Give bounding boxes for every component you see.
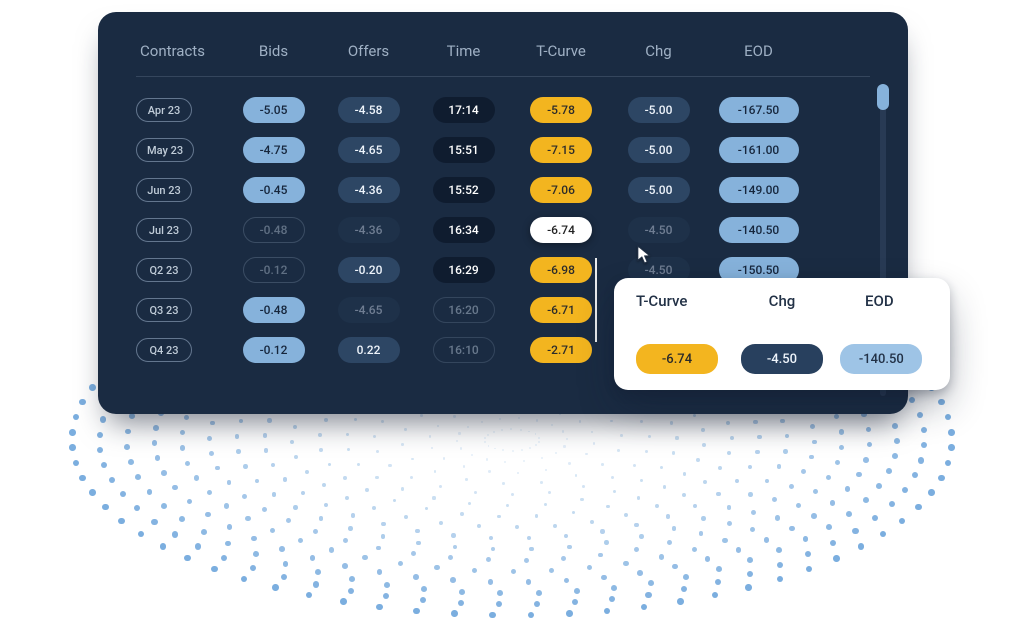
popup-value-chg: -4.50 — [741, 344, 823, 374]
popup-label-chg: Chg — [733, 292, 830, 310]
tcurve-pill[interactable]: -7.06 — [530, 177, 592, 203]
popup-value-tcurve: -6.74 — [636, 344, 718, 374]
eod-pill[interactable]: -140.50 — [719, 217, 799, 243]
col-contracts: Contracts — [136, 42, 226, 60]
table-row: Jun 23 -0.45 -4.36 15:52 -7.06 -5.00 -149.00 — [136, 177, 870, 203]
col-offers: Offers — [321, 42, 416, 60]
popup-label-tcurve: T-Curve — [636, 292, 733, 310]
chg-pill[interactable]: -5.00 — [628, 97, 690, 123]
time-pill: 15:51 — [433, 137, 495, 163]
contract-pill[interactable]: Jun 23 — [136, 178, 192, 202]
chg-pill[interactable]: -4.50 — [628, 217, 690, 243]
col-eod: EOD — [706, 42, 811, 60]
chg-pill[interactable]: -5.00 — [628, 177, 690, 203]
bid-pill[interactable]: -4.75 — [243, 137, 305, 163]
time-pill: 16:29 — [433, 257, 495, 283]
col-chg: Chg — [611, 42, 706, 60]
table-row: Jul 23 -0.48 -4.36 16:34 -6.74 -4.50 -140.50 — [136, 217, 870, 243]
eod-pill[interactable]: -149.00 — [719, 177, 799, 203]
time-pill: 15:52 — [433, 177, 495, 203]
bid-pill[interactable]: -0.12 — [243, 337, 305, 363]
popup-label-eod: EOD — [831, 292, 928, 310]
tcurve-pill[interactable]: -7.15 — [530, 137, 592, 163]
offer-pill[interactable]: -0.20 — [338, 257, 400, 283]
contract-pill[interactable]: Q4 23 — [136, 338, 192, 362]
time-pill: 16:10 — [433, 337, 495, 363]
offer-pill[interactable]: 0.22 — [338, 337, 400, 363]
table-row: May 23 -4.75 -4.65 15:51 -7.15 -5.00 -161.00 — [136, 137, 870, 163]
col-tcurve: T-Curve — [511, 42, 611, 60]
col-time: Time — [416, 42, 511, 60]
time-pill: 16:34 — [433, 217, 495, 243]
scrollbar-thumb[interactable] — [877, 84, 889, 110]
offer-pill[interactable]: -4.58 — [338, 97, 400, 123]
contract-pill[interactable]: Jul 23 — [136, 218, 192, 242]
table-row: Apr 23 -5.05 -4.58 17:14 -5.78 -5.00 -167.50 — [136, 97, 870, 123]
time-pill: 16:20 — [433, 297, 495, 323]
bid-pill[interactable]: -5.05 — [243, 97, 305, 123]
eod-pill[interactable]: -167.50 — [719, 97, 799, 123]
bid-pill[interactable]: -0.48 — [243, 297, 305, 323]
chg-pill[interactable]: -5.00 — [628, 137, 690, 163]
tcurve-pill[interactable]: -2.71 — [530, 337, 592, 363]
contract-pill[interactable]: Q2 23 — [136, 258, 192, 282]
hover-guideline — [595, 258, 597, 342]
contract-pill[interactable]: Apr 23 — [136, 98, 192, 122]
eod-pill[interactable]: -161.00 — [719, 137, 799, 163]
bid-pill[interactable]: -0.12 — [243, 257, 305, 283]
tcurve-pill[interactable]: -6.74 — [530, 217, 592, 243]
col-bids: Bids — [226, 42, 321, 60]
contract-pill[interactable]: May 23 — [136, 138, 194, 162]
contract-pill[interactable]: Q3 23 — [136, 298, 192, 322]
tcurve-pill[interactable]: -6.98 — [530, 257, 592, 283]
popup-value-eod: -140.50 — [840, 344, 922, 374]
offer-pill[interactable]: -4.65 — [338, 297, 400, 323]
bid-pill[interactable]: -0.48 — [243, 217, 305, 243]
tcurve-pill[interactable]: -6.71 — [530, 297, 592, 323]
tcurve-pill[interactable]: -5.78 — [530, 97, 592, 123]
offer-pill[interactable]: -4.36 — [338, 217, 400, 243]
offer-pill[interactable]: -4.65 — [338, 137, 400, 163]
time-pill: 17:14 — [433, 97, 495, 123]
offer-pill[interactable]: -4.36 — [338, 177, 400, 203]
table-header: Contracts Bids Offers Time T-Curve Chg E… — [136, 30, 870, 77]
bid-pill[interactable]: -0.45 — [243, 177, 305, 203]
tooltip-card: T-Curve Chg EOD -6.74 -4.50 -140.50 — [614, 278, 950, 390]
